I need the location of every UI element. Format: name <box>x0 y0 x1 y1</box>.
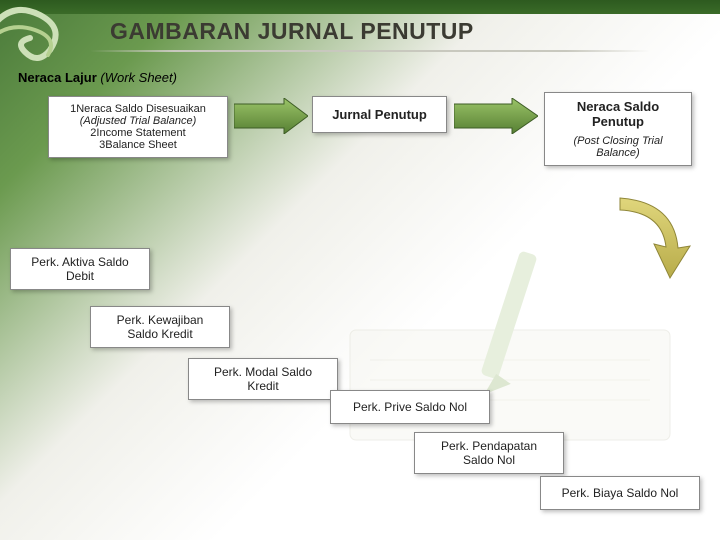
cascade-b5-l1: Perk. Pendapatan <box>423 439 555 453</box>
box1-line1: 1Neraca Saldo Disesuaikan <box>57 103 219 115</box>
cascade-box-prive: Perk. Prive Saldo Nol <box>330 390 490 424</box>
box2-label: Jurnal Penutup <box>332 107 427 122</box>
box-adjusted-trial-balance: 1Neraca Saldo Disesuaikan (Adjusted Tria… <box>48 96 228 158</box>
cascade-b2-l2: Saldo Kredit <box>99 327 221 341</box>
box-jurnal-penutup: Jurnal Penutup <box>312 96 447 133</box>
cascade-box-aktiva: Perk. Aktiva Saldo Debit <box>10 248 150 290</box>
cascade-b1-l1: Perk. Aktiva Saldo <box>19 255 141 269</box>
cascade-b4-l1: Perk. Prive Saldo Nol <box>337 400 483 414</box>
box3-line2: Penutup <box>592 114 644 129</box>
title-underline <box>90 50 650 52</box>
top-accent-bar <box>0 0 720 14</box>
cascade-b3-l2: Kredit <box>197 379 329 393</box>
box1-line4: 3Balance Sheet <box>57 139 219 151</box>
cascade-b2-l1: Perk. Kewajiban <box>99 313 221 327</box>
slide-title: GAMBARAN JURNAL PENUTUP <box>110 18 474 45</box>
subtitle-label: Neraca Lajur <box>18 70 97 85</box>
cascade-b1-l2: Debit <box>19 269 141 283</box>
box3-line3: (Post Closing Trial <box>573 135 662 147</box>
corner-swirl-decor <box>0 0 90 80</box>
curved-arrow-down <box>600 192 710 282</box>
subtitle: Neraca Lajur (Work Sheet) <box>18 70 177 85</box>
subtitle-italic: (Work Sheet) <box>100 70 177 85</box>
cascade-b3-l1: Perk. Modal Saldo <box>197 365 329 379</box>
cascade-b5-l2: Saldo Nol <box>423 453 555 467</box>
cascade-box-pendapatan: Perk. Pendapatan Saldo Nol <box>414 432 564 474</box>
cascade-box-biaya: Perk. Biaya Saldo Nol <box>540 476 700 510</box>
cascade-box-kewajiban: Perk. Kewajiban Saldo Kredit <box>90 306 230 348</box>
cascade-box-modal: Perk. Modal Saldo Kredit <box>188 358 338 400</box>
box3-line1: Neraca Saldo <box>577 99 659 114</box>
box1-line3: 2Income Statement <box>57 127 219 139</box>
cascade-b6-l1: Perk. Biaya Saldo Nol <box>547 486 693 500</box>
box1-line2: (Adjusted Trial Balance) <box>57 115 219 127</box>
arrow-right-2 <box>454 98 538 134</box>
box-neraca-saldo-penutup: Neraca Saldo Penutup (Post Closing Trial… <box>544 92 692 166</box>
box3-line4: Balance) <box>596 147 639 159</box>
arrow-right-1 <box>234 98 308 134</box>
